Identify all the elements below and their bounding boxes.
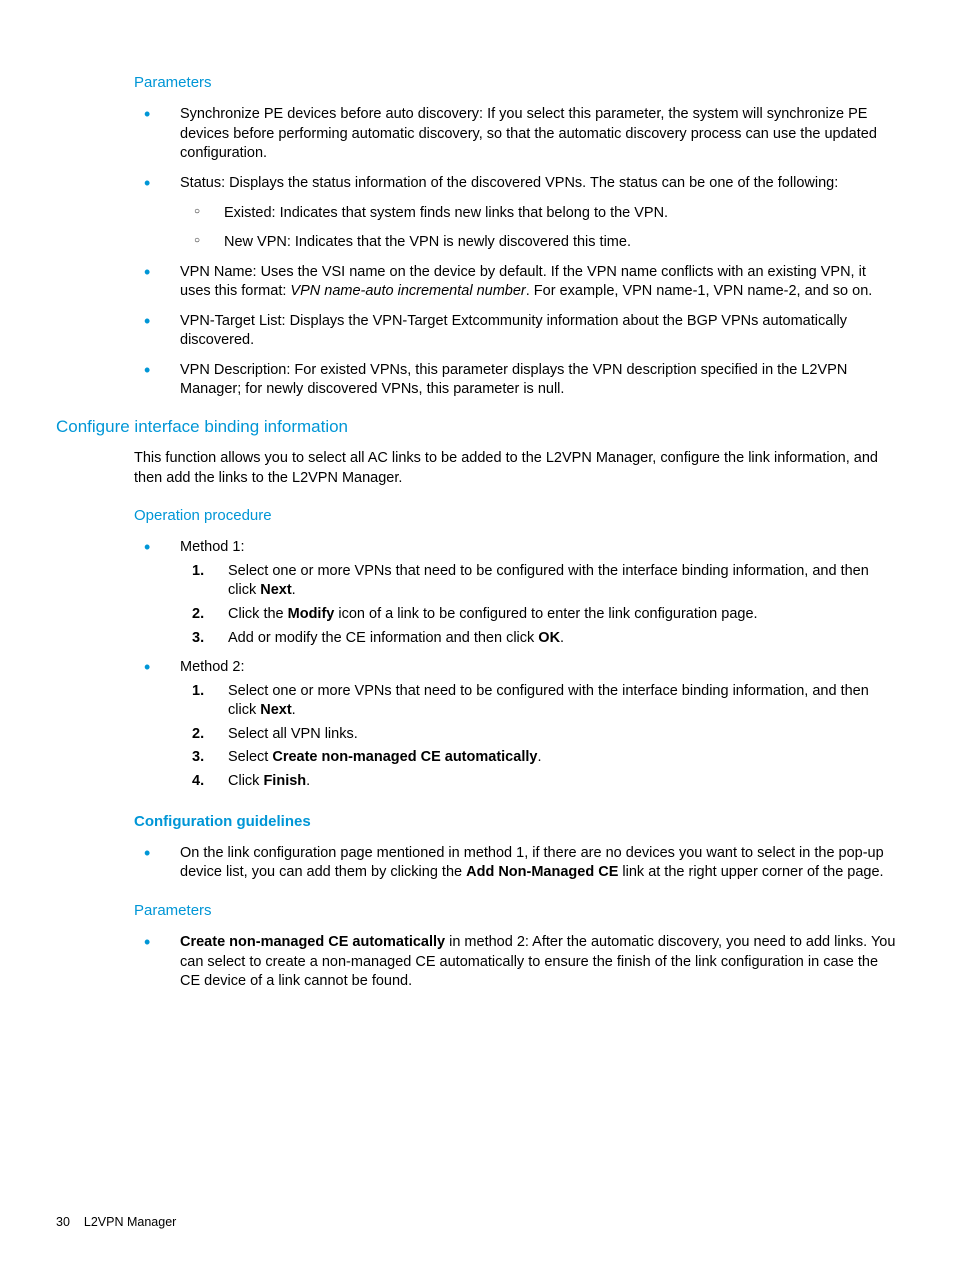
- footer-title: L2VPN Manager: [84, 1215, 176, 1229]
- body-text: Click the: [228, 606, 288, 622]
- page-number: 30: [56, 1215, 70, 1229]
- method-2-steps: Select one or more VPNs that need to be …: [180, 682, 898, 792]
- body-text: Existed: Indicates that system finds new…: [224, 205, 668, 221]
- body-text: Method 2:: [180, 659, 245, 675]
- intro-text: This function allows you to select all A…: [134, 449, 898, 488]
- methods-list: Method 1: Select one or more VPNs that n…: [134, 538, 898, 791]
- parameters-list-2: Create non-managed CE automatically in m…: [134, 933, 898, 992]
- body-text: . For example, VPN name-1, VPN name-2, a…: [526, 283, 873, 299]
- body-text: VPN-Target List: Displays the VPN-Target…: [180, 313, 847, 349]
- method-1-steps: Select one or more VPNs that need to be …: [180, 562, 898, 648]
- list-item: Click Finish.: [180, 772, 898, 792]
- list-item: Method 1: Select one or more VPNs that n…: [134, 538, 898, 648]
- body-text-bold: Next: [260, 582, 291, 598]
- body-text-bold: Create non-managed CE automatically: [180, 934, 445, 950]
- body-text: New VPN: Indicates that the VPN is newly…: [224, 234, 631, 250]
- list-item: Click the Modify icon of a link to be co…: [180, 605, 898, 625]
- body-text: Select: [228, 749, 272, 765]
- list-item: VPN-Target List: Displays the VPN-Target…: [134, 312, 898, 351]
- body-text: .: [306, 773, 310, 789]
- body-text: Synchronize PE devices before auto disco…: [180, 106, 877, 161]
- body-text: .: [560, 630, 564, 646]
- body-text: .: [292, 702, 296, 718]
- body-text-bold: Next: [260, 702, 291, 718]
- body-text: icon of a link to be configured to enter…: [334, 606, 757, 622]
- body-text: .: [537, 749, 541, 765]
- list-item: New VPN: Indicates that the VPN is newly…: [180, 233, 898, 253]
- list-item: Existed: Indicates that system finds new…: [180, 204, 898, 224]
- heading-parameters-1: Parameters: [134, 73, 898, 93]
- list-item: Create non-managed CE automatically in m…: [134, 933, 898, 992]
- sublist: Existed: Indicates that system finds new…: [180, 204, 898, 253]
- list-item: Status: Displays the status information …: [134, 174, 898, 253]
- body-text: .: [292, 582, 296, 598]
- list-item: Select one or more VPNs that need to be …: [180, 562, 898, 601]
- list-item: Add or modify the CE information and the…: [180, 629, 898, 649]
- body-text: Add or modify the CE information and the…: [228, 630, 538, 646]
- list-item: Synchronize PE devices before auto disco…: [134, 105, 898, 164]
- heading-configuration-guidelines: Configuration guidelines: [134, 812, 898, 832]
- body-text-bold: Create non-managed CE automatically: [272, 749, 537, 765]
- list-item: On the link configuration page mentioned…: [134, 844, 898, 883]
- page-content: Parameters Synchronize PE devices before…: [134, 73, 898, 992]
- body-text: Select one or more VPNs that need to be …: [228, 563, 869, 599]
- body-text-italic: VPN name-auto incremental number: [290, 283, 525, 299]
- heading-configure-interface-binding: Configure interface binding information: [56, 416, 898, 439]
- list-item: VPN Name: Uses the VSI name on the devic…: [134, 263, 898, 302]
- guidelines-list: On the link configuration page mentioned…: [134, 844, 898, 883]
- body-text: Status: Displays the status information …: [180, 175, 838, 191]
- list-item: VPN Description: For existed VPNs, this …: [134, 361, 898, 400]
- body-text: Select one or more VPNs that need to be …: [228, 683, 869, 719]
- heading-parameters-2: Parameters: [134, 901, 898, 921]
- body-text-bold: Add Non-Managed CE: [466, 864, 618, 880]
- body-text-bold: OK: [538, 630, 560, 646]
- list-item: Select one or more VPNs that need to be …: [180, 682, 898, 721]
- list-item: Method 2: Select one or more VPNs that n…: [134, 658, 898, 791]
- body-text: VPN Description: For existed VPNs, this …: [180, 362, 847, 398]
- list-item: Select all VPN links.: [180, 725, 898, 745]
- body-text: Click: [228, 773, 263, 789]
- parameters-list-1: Synchronize PE devices before auto disco…: [134, 105, 898, 400]
- body-text: Select all VPN links.: [228, 726, 358, 742]
- heading-operation-procedure: Operation procedure: [134, 506, 898, 526]
- body-text: link at the right upper corner of the pa…: [618, 864, 883, 880]
- page-footer: 30 L2VPN Manager: [56, 1214, 176, 1231]
- body-text-bold: Finish: [263, 773, 306, 789]
- body-text: Method 1:: [180, 539, 245, 555]
- list-item: Select Create non-managed CE automatical…: [180, 748, 898, 768]
- body-text-bold: Modify: [288, 606, 335, 622]
